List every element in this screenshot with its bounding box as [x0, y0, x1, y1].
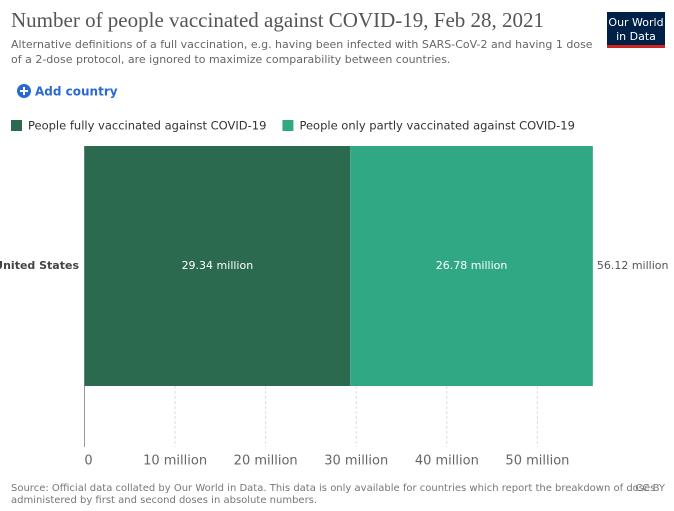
x-tick-label: 30 million — [324, 454, 388, 469]
add-country-label: Add country — [35, 85, 118, 99]
source: administered by first and second doses i… — [11, 495, 317, 506]
bar-segment — [350, 146, 593, 386]
x-tick-label: 0 — [84, 454, 92, 469]
source: Source: Official data collated by Our Wo… — [11, 483, 655, 494]
bar-segment — [84, 146, 351, 386]
total-label: 56.12 million — [597, 259, 669, 272]
x-tick-label: 10 million — [143, 454, 207, 469]
x-tick-label: 50 million — [505, 454, 569, 469]
value-label: 29.34 million — [182, 259, 254, 272]
x-tick-label: 40 million — [415, 454, 479, 469]
x-tick-label: 20 million — [234, 454, 298, 469]
logo-text: in Data — [616, 30, 656, 43]
chart-title: Number of people vaccinated against COVI… — [11, 8, 544, 32]
legend-swatch — [11, 120, 22, 131]
subtitle: Alternative definitions of a full vaccin… — [11, 38, 593, 51]
logo-text: Our World — [608, 16, 663, 29]
subtitle: of a 2-dose protocol, are ignored to max… — [11, 53, 450, 66]
license: CC BY — [635, 483, 665, 494]
legend-label: People only partly vaccinated against CO… — [299, 119, 574, 133]
logo-stripe — [607, 45, 665, 48]
add-country-button[interactable]: Add country — [17, 84, 118, 99]
logo[interactable] — [607, 12, 665, 48]
value-label: 26.78 million — [436, 259, 508, 272]
legend-swatch — [282, 120, 294, 131]
category-label: United States — [0, 259, 79, 272]
plus-sign — [20, 87, 28, 95]
legend-label: People fully vaccinated against COVID-19 — [28, 119, 266, 133]
